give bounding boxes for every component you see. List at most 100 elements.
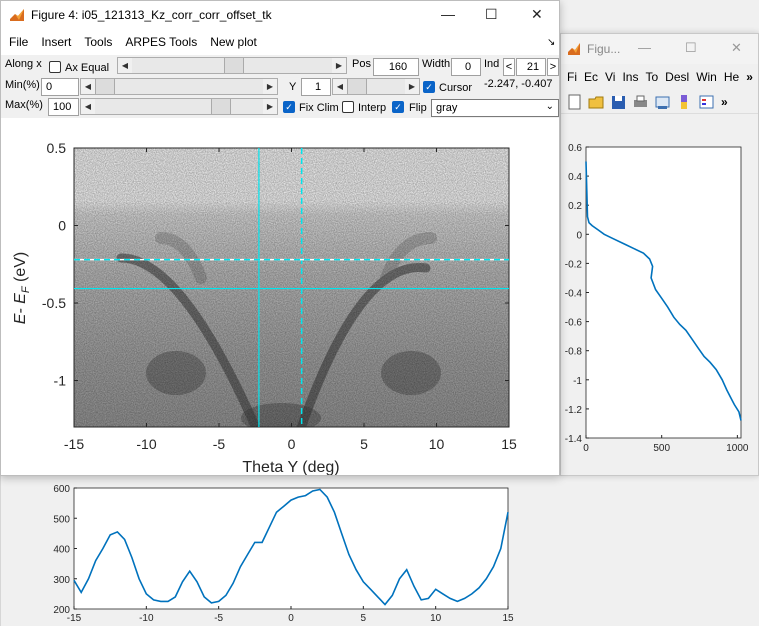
right-plot-axes-box <box>585 146 742 439</box>
fix-clim-checkbox[interactable]: ✓ <box>283 101 295 113</box>
width-input[interactable]: 0 <box>451 58 481 76</box>
pos-input[interactable]: 160 <box>373 58 419 76</box>
y-tick-label: -1.2 <box>565 405 583 416</box>
matlab-icon <box>10 9 24 21</box>
y-axis-label-sub: F <box>20 285 32 293</box>
minimize-icon[interactable]: — <box>441 6 455 22</box>
x-tick-label: 0 <box>288 613 294 624</box>
save-icon[interactable] <box>609 93 628 111</box>
flip-checkbox[interactable]: ✓ <box>392 101 404 113</box>
min-slider[interactable]: ◀ ▶ <box>80 78 278 95</box>
menu-arpes-tools[interactable]: ARPES Tools <box>125 35 198 49</box>
width-label: Width <box>422 58 451 70</box>
y-tick-label: -0.8 <box>565 347 583 358</box>
min-input[interactable]: 0 <box>41 78 79 96</box>
cursor-coords: -2.247, -0.407 <box>484 78 553 90</box>
legend-icon[interactable] <box>697 93 716 111</box>
menu-insert[interactable]: Insert <box>41 35 72 49</box>
menu-insert[interactable]: Ins <box>622 70 639 84</box>
menu-tools[interactable]: To <box>645 70 659 84</box>
slider-right-arrow[interactable]: ▶ <box>332 58 346 73</box>
menu-help[interactable]: He <box>723 70 740 84</box>
y-axis-label-unit: (eV) <box>12 252 29 287</box>
y-tick-label: 500 <box>53 514 70 525</box>
side-figure-window[interactable]: Figu... — ☐ ✕ Fi Ec Vi Ins To Desl Win H… <box>560 33 759 476</box>
new-figure-icon[interactable] <box>565 93 584 111</box>
slider-right-arrow[interactable]: ▶ <box>263 79 277 94</box>
ind-prev-button[interactable]: < <box>503 58 515 76</box>
cursor-label: Cursor <box>439 82 473 94</box>
y-input[interactable]: 1 <box>301 78 331 96</box>
window-title: Figu... <box>587 42 621 56</box>
slider-thumb[interactable] <box>95 79 115 94</box>
menu-new-plot[interactable]: New plot <box>210 35 257 49</box>
x-tick-label: 5 <box>361 613 367 624</box>
ind-next-button[interactable]: > <box>547 58 559 76</box>
slider-left-arrow[interactable]: ◀ <box>118 58 132 73</box>
close-icon[interactable]: ✕ <box>531 6 543 22</box>
menu-desktop[interactable]: Desl <box>665 70 690 84</box>
y-tick-label: -0.4 <box>565 289 583 300</box>
ind-input[interactable]: 21 <box>516 58 546 76</box>
y-tick-label: 0 <box>576 230 582 241</box>
profile-series-line <box>73 488 509 606</box>
intensity-image <box>74 148 509 427</box>
y-tick-label: 300 <box>53 575 70 586</box>
x-tick-label: 500 <box>653 443 670 454</box>
more-menu-icon[interactable]: » <box>746 70 753 84</box>
chevron-down-icon: ⌄ <box>545 101 554 112</box>
menu-file[interactable]: Fi <box>567 70 577 84</box>
window-title: Figure 4: i05_121313_Kz_corr_corr_offset… <box>31 8 272 22</box>
max-label: Max(%) <box>5 99 43 111</box>
maximize-icon[interactable]: ☐ <box>485 6 498 22</box>
x-tick-label: 1000 <box>726 443 749 454</box>
toolbar-more-icon[interactable]: » <box>721 94 728 109</box>
menu-bar: File Insert Tools ARPES Tools New plot ↘ <box>1 29 559 55</box>
x-tick-label: -5 <box>213 436 226 452</box>
menu-bar: Fi Ec Vi Ins To Desl Win He » <box>561 64 758 90</box>
dock-arrow-icon[interactable]: ↘ <box>547 37 556 48</box>
pos-label: Pos <box>352 58 371 70</box>
arpes-image-plot[interactable]: -15 -10 -5 0 5 10 15 0.5 0 -0.5 -1 Theta Y (deg) E… <box>1 118 559 475</box>
slider-thumb[interactable] <box>224 58 244 73</box>
y-tick-label: 0.6 <box>568 143 582 154</box>
matlab-icon <box>568 43 580 55</box>
min-label: Min(%) <box>5 79 40 91</box>
close-icon[interactable]: ✕ <box>731 40 742 55</box>
x-tick-label: -10 <box>139 613 154 624</box>
menu-tools[interactable]: Tools <box>84 35 113 49</box>
cursor-crosshair[interactable] <box>74 148 509 427</box>
colormap-dropdown[interactable]: gray ⌄ <box>431 99 559 117</box>
menu-edit[interactable]: Ec <box>584 70 599 84</box>
menu-window[interactable]: Win <box>696 70 717 84</box>
open-file-icon[interactable] <box>587 93 606 111</box>
max-input[interactable]: 100 <box>48 98 79 116</box>
max-slider[interactable]: ◀ ▶ <box>80 98 278 115</box>
slider-left-arrow[interactable]: ◀ <box>333 79 347 94</box>
slider-left-arrow[interactable]: ◀ <box>81 99 95 114</box>
y-tick-label: -0.6 <box>565 318 583 329</box>
slider-right-arrow[interactable]: ▶ <box>405 79 419 94</box>
maximize-icon[interactable]: ☐ <box>685 40 697 55</box>
slider-thumb[interactable] <box>211 99 231 114</box>
minimize-icon[interactable]: — <box>638 40 651 55</box>
print-icon[interactable] <box>631 93 650 111</box>
slider-right-arrow[interactable]: ▶ <box>263 99 277 114</box>
cursor-checkbox[interactable]: ✓ <box>423 81 435 93</box>
toolbar: » <box>561 90 758 114</box>
menu-file[interactable]: File <box>9 35 29 49</box>
slider-thumb[interactable] <box>347 79 367 94</box>
menu-view[interactable]: Vi <box>605 70 616 84</box>
interp-checkbox[interactable] <box>342 101 354 113</box>
ax-equal-label: Ax Equal <box>65 62 110 74</box>
slider-left-arrow[interactable]: ◀ <box>81 79 95 94</box>
x-tick-label: 10 <box>430 613 442 624</box>
along-x-slider[interactable]: ◀ ▶ <box>117 57 347 74</box>
y-slider[interactable]: ◀ ▶ <box>332 78 420 95</box>
ax-equal-checkbox[interactable] <box>49 61 61 73</box>
main-figure-window[interactable]: Figure 4: i05_121313_Kz_corr_corr_offset… <box>0 0 560 476</box>
along-x-label: Along x <box>5 58 42 70</box>
link-plot-icon[interactable] <box>653 93 672 111</box>
colorbar-icon[interactable] <box>675 93 694 111</box>
main-axes: -15 -10 -5 0 5 10 15 0.5 0 -0.5 -1 <box>42 140 517 452</box>
